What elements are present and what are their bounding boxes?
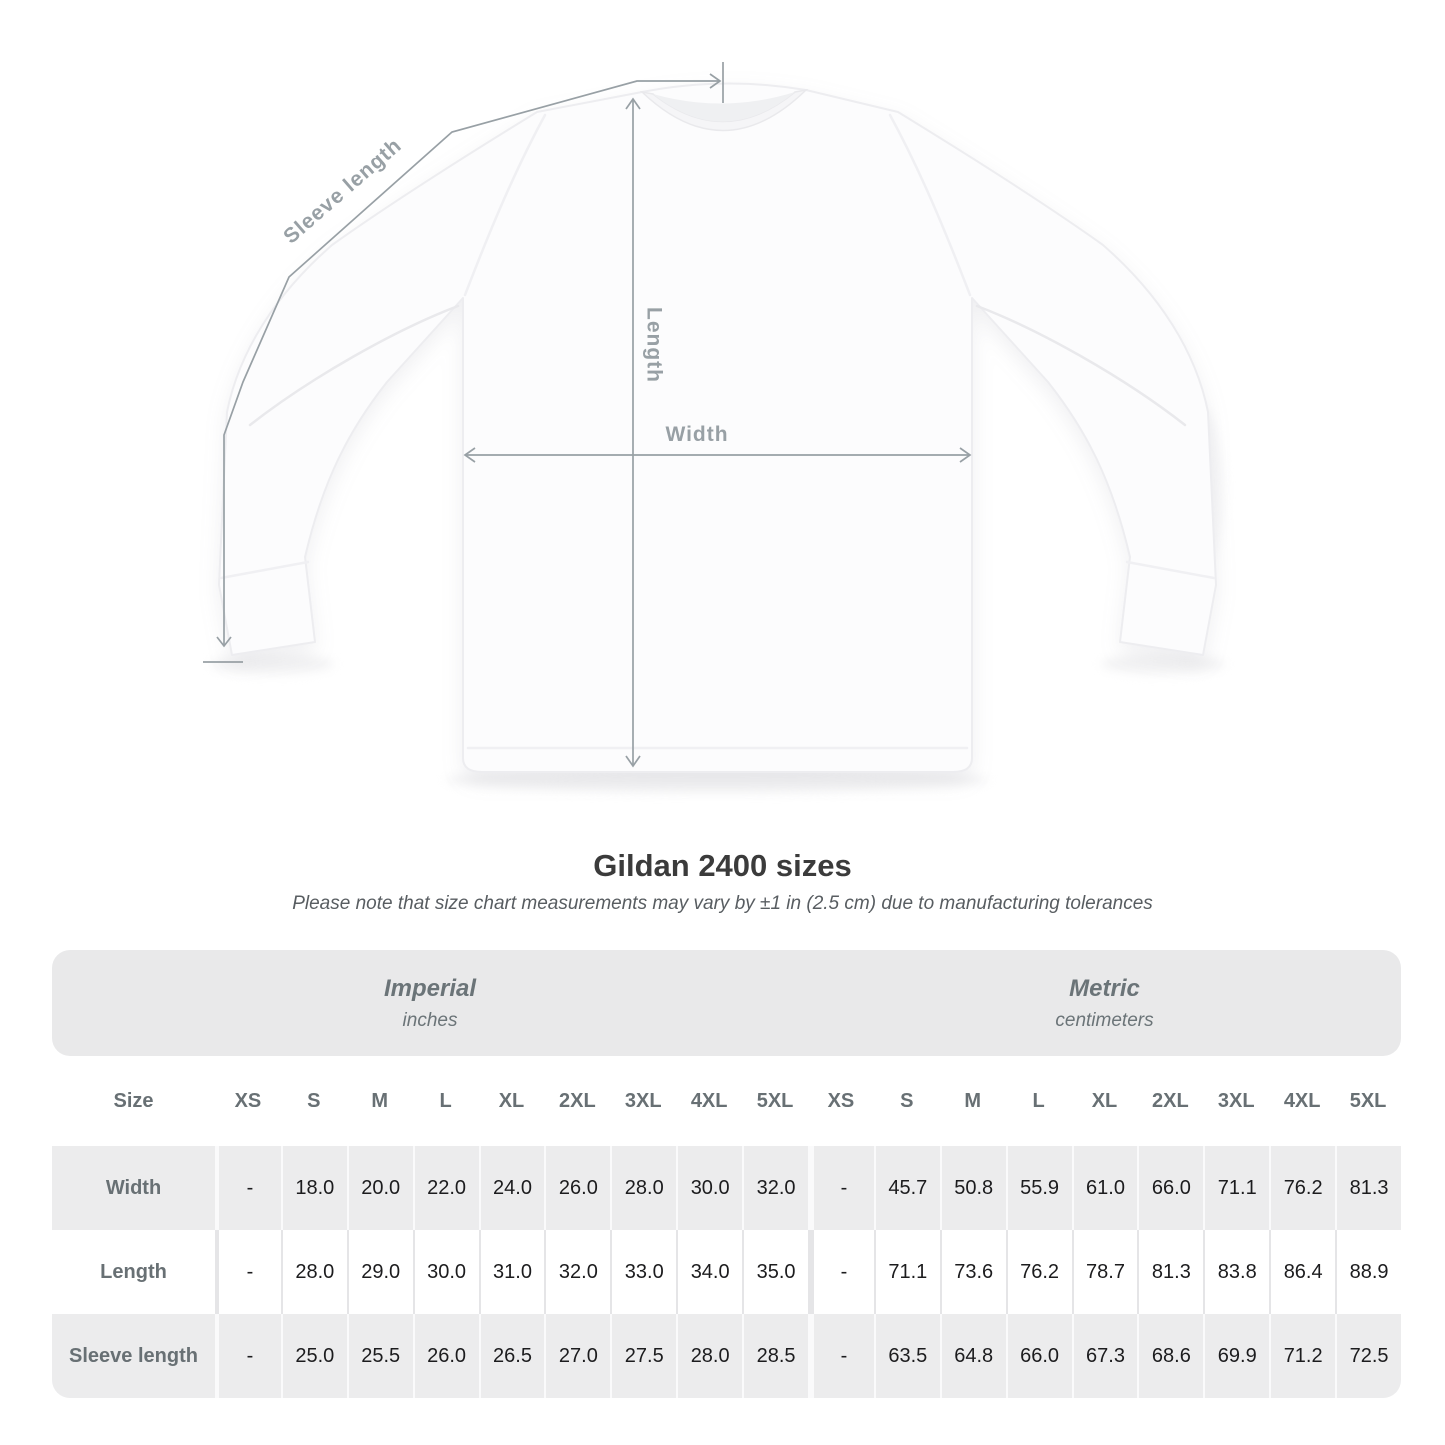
size-value-cell: 76.2 <box>1005 1230 1072 1314</box>
row-label: Width <box>105 1176 162 1199</box>
size-value-cell: 27.5 <box>610 1314 676 1398</box>
size-column-header: S <box>307 1089 321 1112</box>
size-value-cell: 72.5 <box>1335 1314 1401 1398</box>
size-value-cell: 50.8 <box>939 1146 1006 1230</box>
size-value-cell: 67.3 <box>1071 1314 1138 1398</box>
metric-label: Metric <box>1069 974 1140 1002</box>
tolerance-note: Please note that size chart measurements… <box>292 893 1153 914</box>
size-value-cell: 81.3 <box>1137 1230 1203 1314</box>
row-label: Length <box>100 1260 167 1283</box>
size-value-cell: 66.0 <box>1005 1314 1072 1398</box>
size-value-cell: 63.5 <box>873 1314 940 1398</box>
size-column-header: 3XL <box>1217 1089 1255 1112</box>
size-value-cell: 26.0 <box>544 1146 610 1230</box>
imperial-label: Imperial <box>383 974 477 1002</box>
size-value-cell: - <box>807 1314 874 1398</box>
metric-unit: centimeters <box>1055 1009 1154 1031</box>
size-value-cell: 66.0 <box>1137 1146 1203 1230</box>
size-value-cell: 25.5 <box>346 1314 413 1398</box>
size-column-header: S <box>900 1089 914 1112</box>
size-column-header: 2XL <box>1152 1089 1189 1112</box>
size-value-cell: - <box>215 1230 281 1314</box>
size-value-cell: 18.0 <box>280 1146 347 1230</box>
size-value-cell: 64.8 <box>939 1314 1006 1398</box>
size-value-cell: - <box>807 1146 874 1230</box>
size-value-cell: 28.0 <box>280 1230 347 1314</box>
size-column-header: 4XL <box>690 1089 728 1112</box>
size-header-label: Size <box>113 1089 154 1112</box>
size-column-header: 3XL <box>624 1089 662 1112</box>
size-value-cell: 86.4 <box>1269 1230 1335 1314</box>
size-value-cell: 29.0 <box>346 1230 413 1314</box>
size-value-cell: 27.0 <box>544 1314 610 1398</box>
size-value-cell: 55.9 <box>1005 1146 1072 1230</box>
size-value-cell: 28.0 <box>676 1314 742 1398</box>
size-column-header: XL <box>1091 1089 1118 1112</box>
size-value-cell: 78.7 <box>1071 1230 1138 1314</box>
size-column-header: 5XL <box>1349 1089 1387 1112</box>
size-column-header: 5XL <box>756 1089 794 1112</box>
size-column-header: 2XL <box>559 1089 596 1112</box>
imperial-group-header: Imperial inches <box>52 950 808 1056</box>
size-value-cell: 24.0 <box>478 1146 545 1230</box>
table-row: Length -28.0 29.0 30.0 31.0 32.0 33.0 34.0 35.0-… <box>52 1230 1401 1314</box>
width-label: Width <box>665 423 728 446</box>
size-value-cell: 32.0 <box>544 1230 610 1314</box>
size-value-cell: 28.5 <box>742 1314 808 1398</box>
size-value-cell: 25.0 <box>280 1314 347 1398</box>
size-value-cell: - <box>807 1230 874 1314</box>
size-value-cell: 71.1 <box>1203 1146 1269 1230</box>
size-value-cell: 73.6 <box>939 1230 1006 1314</box>
size-column-header: XS <box>827 1089 855 1112</box>
imperial-unit: inches <box>402 1009 458 1031</box>
size-value-cell: 26.0 <box>412 1314 479 1398</box>
size-value-cell: 68.6 <box>1137 1314 1203 1398</box>
sleeve-length-line <box>223 80 720 645</box>
shirt-measurement-diagram: Sleeve length Length Width <box>203 62 1225 792</box>
size-value-cell: 30.0 <box>412 1230 479 1314</box>
size-value-cell: 30.0 <box>676 1146 742 1230</box>
size-value-cell: 33.0 <box>610 1230 676 1314</box>
page-title: Gildan 2400 sizes <box>593 848 852 883</box>
row-label: Sleeve length <box>69 1344 198 1367</box>
table-row: Sleeve length -25.0 25.5 26.0 26.5 27.0 27.5 28… <box>52 1314 1401 1398</box>
size-column-header: M <box>371 1089 389 1112</box>
size-value-cell: - <box>215 1146 281 1230</box>
size-value-cell: 71.1 <box>873 1230 940 1314</box>
size-value-cell: 71.2 <box>1269 1314 1335 1398</box>
size-value-cell: 31.0 <box>478 1230 545 1314</box>
length-label: Length <box>643 307 666 383</box>
size-value-cell: 83.8 <box>1203 1230 1269 1314</box>
size-value-cell: 69.9 <box>1203 1314 1269 1398</box>
size-column-header: XS <box>234 1089 262 1112</box>
metric-group-header: Metric centimeters <box>808 950 1401 1056</box>
size-value-cell: 20.0 <box>346 1146 413 1230</box>
size-value-cell: 28.0 <box>610 1146 676 1230</box>
size-column-header: XL <box>498 1089 525 1112</box>
size-value-cell: 45.7 <box>873 1146 940 1230</box>
long-sleeve-shirt-illustration <box>218 82 1217 773</box>
size-value-cell: 61.0 <box>1071 1146 1138 1230</box>
size-value-cell: 32.0 <box>742 1146 808 1230</box>
size-column-header: L <box>439 1089 452 1112</box>
size-value-cell: 88.9 <box>1335 1230 1401 1314</box>
size-column-header: 4XL <box>1283 1089 1321 1112</box>
size-value-cell: 34.0 <box>676 1230 742 1314</box>
size-value-cell: 76.2 <box>1269 1146 1335 1230</box>
size-value-cell: 35.0 <box>742 1230 808 1314</box>
unit-group-header: Imperial inches Metric centimeters <box>52 950 1401 1056</box>
size-header-row: Size XS S M L XL 2XL 3XL 4XL 5XL XS S M L XL 2XL 3XL 4XL… <box>52 1056 1401 1146</box>
size-chart-table: Imperial inches Metric centimeters Size … <box>52 950 1401 1398</box>
size-value-cell: - <box>215 1314 281 1398</box>
size-value-cell: 22.0 <box>412 1146 479 1230</box>
size-table-rows: Width -18.0 20.0 22.0 24.0 26.0 28.0 30.0 32.0-4… <box>52 1146 1401 1398</box>
size-column-header: M <box>964 1089 982 1112</box>
table-row: Width -18.0 20.0 22.0 24.0 26.0 28.0 30.0 32.0-4… <box>52 1146 1401 1230</box>
size-column-header: L <box>1032 1089 1045 1112</box>
size-value-cell: 26.5 <box>478 1314 545 1398</box>
size-value-cell: 81.3 <box>1335 1146 1401 1230</box>
